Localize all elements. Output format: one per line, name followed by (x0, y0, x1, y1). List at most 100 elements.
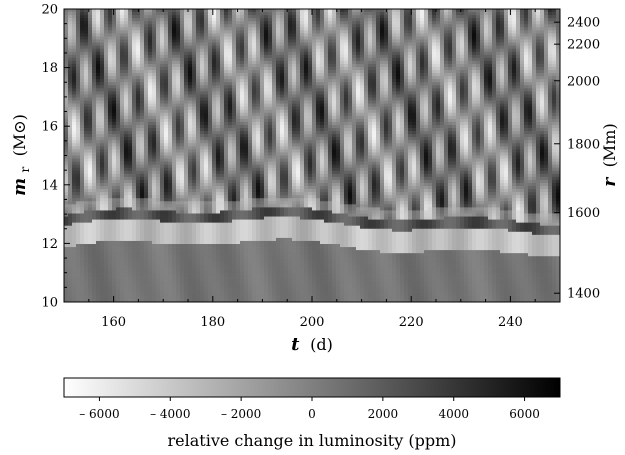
heatmap-cell (416, 63, 421, 68)
heatmap-cell (428, 60, 433, 65)
heatmap-cell (96, 66, 101, 71)
heatmap-cell (536, 112, 541, 117)
heatmap-cell (504, 18, 509, 22)
heatmap-cell (240, 79, 245, 83)
heatmap-cell (88, 118, 93, 123)
heatmap-cell (448, 54, 453, 59)
heatmap-cell (492, 12, 497, 16)
heatmap-cell (476, 48, 481, 53)
heatmap-cell (264, 115, 269, 120)
heatmap-cell (320, 63, 325, 68)
heatmap-cell (392, 66, 397, 71)
heatmap-cell (328, 9, 333, 13)
heatmap-cell (256, 82, 261, 86)
heatmap-cell (424, 85, 429, 89)
heatmap-cell (148, 103, 153, 108)
heatmap-cell (468, 128, 473, 132)
heatmap-cell (320, 57, 325, 62)
heatmap-cell (208, 76, 213, 80)
heatmap-cell (516, 118, 521, 123)
heatmap-cell (288, 45, 293, 50)
heatmap-cell (476, 24, 481, 28)
heatmap-cell (116, 121, 121, 126)
heatmap-cell (212, 115, 217, 120)
heatmap-cell (228, 109, 233, 114)
heatmap-cell (276, 51, 281, 56)
heatmap-cell (484, 42, 489, 46)
heatmap-cell (96, 21, 101, 25)
heatmap-cell (224, 124, 229, 129)
heatmap-cell (504, 30, 509, 34)
heatmap-cell (420, 57, 425, 62)
heatmap-cell (304, 66, 309, 71)
heatmap-cell (484, 128, 489, 132)
heatmap-cell (188, 9, 193, 13)
heatmap-cell (352, 66, 357, 71)
heatmap-cell (168, 36, 173, 40)
heatmap-cell (268, 118, 273, 123)
heatmap-cell (348, 82, 353, 86)
heatmap-cell (128, 91, 133, 95)
heatmap-cell (200, 54, 205, 59)
heatmap-cell (348, 109, 353, 114)
heatmap-cell (484, 106, 489, 111)
heatmap-cell (320, 124, 325, 129)
heatmap-cell (280, 18, 285, 22)
heatmap-cell (248, 85, 253, 89)
heatmap-cell (168, 18, 173, 22)
heatmap-cell (272, 85, 277, 89)
heatmap-cell (412, 88, 417, 92)
heatmap-cell (276, 21, 281, 25)
heatmap-cell (520, 36, 525, 40)
heatmap-cell (428, 57, 433, 62)
heatmap-cell (316, 66, 321, 71)
heatmap-cell (96, 94, 101, 98)
heatmap-cell (464, 109, 469, 114)
heatmap-cell (236, 9, 241, 13)
heatmap-cell (376, 118, 381, 123)
heatmap-cell (528, 51, 533, 56)
heatmap-cell (80, 121, 85, 126)
heatmap-cell (336, 33, 341, 37)
heatmap-cell (408, 85, 413, 89)
heatmap-cell (540, 112, 545, 117)
heatmap-cell (524, 48, 529, 53)
heatmap-cell (356, 121, 361, 126)
heatmap-cell (404, 100, 409, 104)
heatmap-cell (164, 109, 169, 114)
heatmap-cell (528, 66, 533, 71)
heatmap-cell (148, 70, 153, 74)
heatmap-cell (96, 124, 101, 129)
heatmap-cell (308, 103, 313, 108)
heatmap-cell (536, 42, 541, 46)
heatmap-cell (356, 128, 361, 132)
heatmap-cell (368, 15, 373, 19)
heatmap-cell (508, 33, 513, 37)
heatmap-cell (104, 51, 109, 56)
heatmap-cell (272, 39, 277, 43)
heatmap-cell (452, 42, 457, 46)
heatmap-cell (516, 82, 521, 86)
heatmap-cell (224, 128, 229, 132)
heatmap-cell (308, 51, 313, 56)
heatmap-cell (140, 45, 145, 50)
heatmap-cell (312, 15, 317, 19)
heatmap-cell (108, 115, 113, 120)
heatmap-cell (340, 66, 345, 71)
heatmap-cell (376, 97, 381, 101)
heatmap-cell (288, 48, 293, 53)
heatmap-cell (292, 21, 297, 25)
heatmap-cell (280, 39, 285, 43)
heatmap-cell (424, 70, 429, 74)
heatmap-cell (352, 76, 357, 80)
heatmap-cell (432, 115, 437, 120)
heatmap-cell (192, 82, 197, 86)
heatmap-cell (72, 36, 77, 40)
heatmap-cell (136, 100, 141, 104)
heatmap-cell (220, 27, 225, 31)
heatmap-cell (384, 48, 389, 53)
heatmap-cell (392, 94, 397, 98)
heatmap-cell (140, 97, 145, 101)
heatmap-cell (172, 94, 177, 98)
heatmap-cell (544, 100, 549, 104)
